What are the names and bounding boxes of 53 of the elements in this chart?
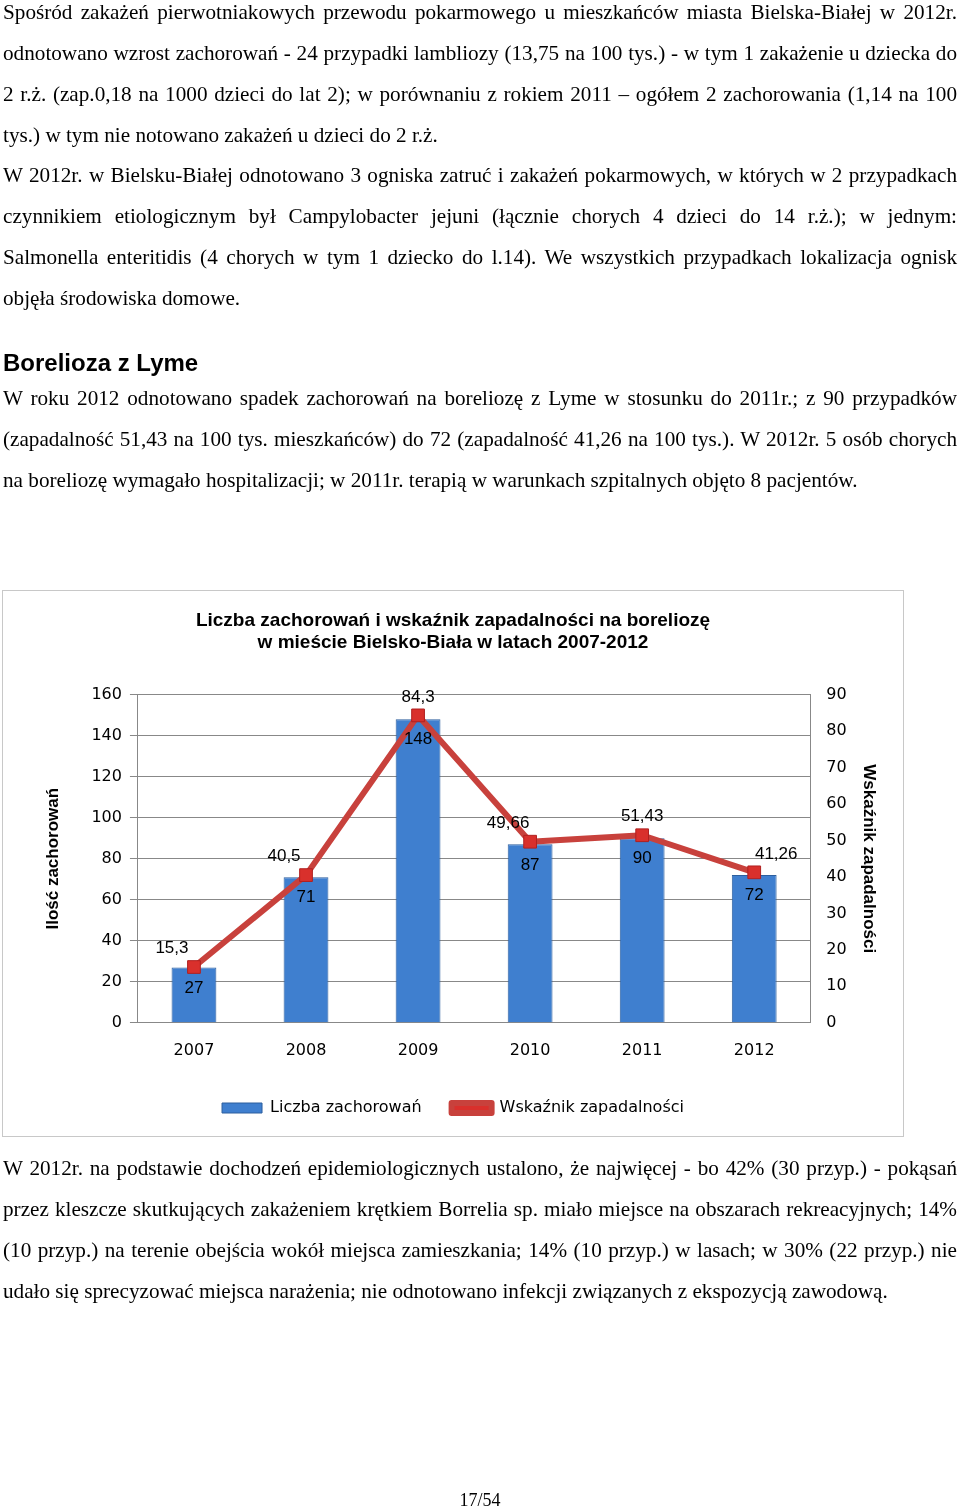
y-tick-label: 140 <box>91 724 122 744</box>
data-label: 90 <box>632 848 652 868</box>
y-tick-label: 0 <box>111 1011 122 1031</box>
text: W 2012r. na podstawie dochodzeń epidemiologicznych ustalono, że najwięcej - bo 42% (30 przyp.) - pokąsań przez kleszcze skutkujących zakażeniem krętkiem Borrelia sp. miało miejsce na obszarach rekreacyjnych; 14% (10 przyp.) na terenie obejścia wokół miejsca zamieszkania; 14% (10 przyp.) w lasach; w 30% (22 przyp.) nie udało się sprecyzować miejsca narażenia; nie odnotowano infekcji związanych z ekspozycją zawodową. <box>3 1155 957 1305</box>
y-axis-title: Ilość zachorowań <box>42 787 62 930</box>
point <box>747 865 762 880</box>
y-tick-label: 40 <box>101 929 122 949</box>
text: 17/54 <box>458 1490 502 1509</box>
y2-tick-label: 50 <box>826 829 847 849</box>
point <box>299 868 313 882</box>
data-label: 27 <box>184 977 204 997</box>
y2-tick-label: 80 <box>826 720 847 740</box>
data-label: 51,43 <box>620 806 664 826</box>
x-tick-label: 2009 <box>397 1039 439 1059</box>
y2-tick-label: 70 <box>826 756 847 776</box>
y2-tick-label: 0 <box>826 1011 837 1031</box>
y2-tick-label: 90 <box>826 683 847 703</box>
y-tick-label: 160 <box>91 683 122 703</box>
text: W 2012r. w Bielsku-Białej odnotowano 3 ogniska zatruć i zakażeń pokarmowych, w których w 2 przypadkach czynnikiem etiologicznym był Campylobacter jejuni (łącznie chorych 4 dzieci do 14 r.ż.); w jednym: Salmonella enteritidis (4 chorych w tym 1 dziecko do l.14). We wszystkich przypadkach lokalizacja ognisk objęła środowiska domowe. <box>3 162 957 312</box>
text: W roku 2012 odnotowano spadek zachorowań na boreliozę z Lyme w stosunku do 2011r.; z 90 przypadków (zapadalność 51,43 na 100 tys. mieszkańców) do 72 (zapadalność 41,26 na 100 tys.). W 2012r. 5 osób chorych na boreliozę wymagało hospitalizacji; w 2011r. terapią w warunkach szpitalnych objęto 8 pacjentów. <box>3 385 957 494</box>
y2-tick-label: 30 <box>826 902 847 922</box>
data-label: 148 <box>403 729 433 749</box>
text: Spośród zakażeń pierwotniakowych przewodu pokarmowego u mieszkańców miasta Bielska-Białej w 2012r. odnotowano wzrost zachorowań - 24 przypadki lambliozy (13,75 na 100 tys.) - w tym 1 zakażenie u dziecka do 2 r.ż. (zap.0,18 na 1000 dzieci do lat 2); w porównaniu z rokiem 2011 – ogółem 2 zachorowania (1,14 na 100 tys.) w tym nie notowano zakażeń u dzieci do 2 r.ż. <box>3 0 957 149</box>
point <box>635 828 650 843</box>
data-label: 72 <box>744 885 764 905</box>
data-label: 84,3 <box>401 686 435 706</box>
x-tick-label: 2008 <box>285 1039 327 1059</box>
y-tick-label: 60 <box>101 888 122 908</box>
data-label: 40,5 <box>267 846 301 866</box>
point <box>523 834 537 849</box>
point <box>411 708 425 723</box>
y2-tick-label: 40 <box>826 866 847 886</box>
data-label: 87 <box>520 854 540 874</box>
y2-axis-title: Wskaźnik zapadalności <box>860 764 880 954</box>
y-tick-label: 20 <box>101 970 122 990</box>
chart-title: Liczba zachorowań i wskaźnik zapadalności na boreliozę w mieście Bielsko-Biała w latach 2007-2012 <box>195 608 711 653</box>
data-label: 15,3 <box>155 938 189 958</box>
y-tick-label: 80 <box>101 847 122 867</box>
y2-tick-label: 20 <box>826 939 847 959</box>
x-tick-label: 2012 <box>733 1039 775 1059</box>
y2-tick-label: 10 <box>826 975 847 995</box>
y2-tick-label: 60 <box>826 793 847 813</box>
legend-label: Liczba zachorowań <box>270 1097 422 1117</box>
x-tick-label: 2007 <box>173 1039 215 1059</box>
point <box>187 960 201 974</box>
data-label: 41,26 <box>754 843 798 863</box>
y-tick-label: 100 <box>91 806 122 826</box>
y-tick-label: 120 <box>91 765 122 785</box>
x-tick-label: 2010 <box>509 1039 551 1059</box>
x-tick-label: 2011 <box>621 1039 663 1059</box>
text: Borelioza z Lyme <box>3 348 200 378</box>
data-label: 71 <box>296 887 316 907</box>
legend-label: Wskaźnik zapadalności <box>499 1097 684 1117</box>
